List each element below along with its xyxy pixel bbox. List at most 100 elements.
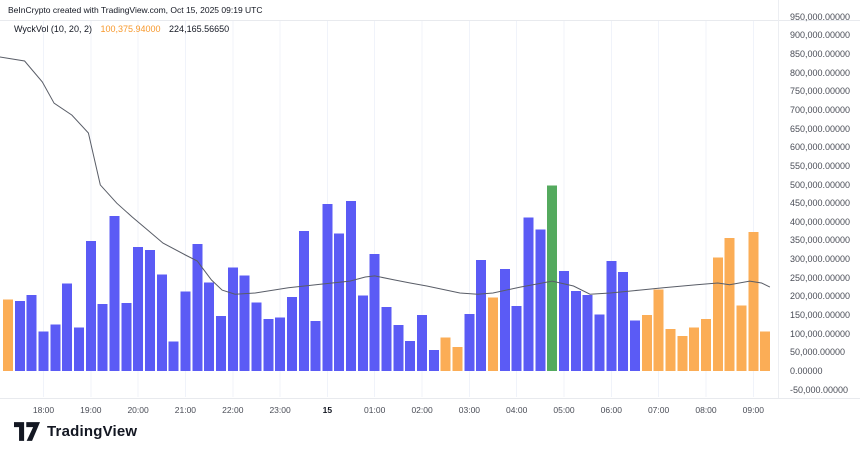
volume-bar: 22:00: 278000 xyxy=(227,267,238,371)
price-scale-label: -50,000.00000 xyxy=(790,384,849,395)
tradingview-logo-icon xyxy=(14,422,40,441)
volume-bar: 00:00: 448000 xyxy=(322,203,333,371)
volume-bar: 04:15: 411000 xyxy=(523,217,534,371)
indicator-legend[interactable]: WyckVol (10, 20, 2) 100,375.94000 224,16… xyxy=(14,24,229,34)
volume-bar: 03:00: 153000 xyxy=(464,313,475,371)
volume-bar: 06:15: 265000 xyxy=(618,272,629,371)
volume-bar: 07:30: 94000 xyxy=(677,335,688,371)
price-scale-label: 250,000.00000 xyxy=(790,272,851,283)
tradingview-link[interactable]: TradingView xyxy=(14,422,137,441)
price-scale[interactable]: 950,000.00000 900,000.00000 850,000.00000 8… xyxy=(778,0,860,398)
time-scale-label: 02:00 xyxy=(411,405,433,415)
volume-bar: 06:45: 150000 xyxy=(641,315,652,371)
volume-bar: 19:30: 415000 xyxy=(109,216,120,371)
moving-average-line xyxy=(0,56,771,295)
volume-bar: 01:15: 171000 xyxy=(381,307,392,371)
price-scale-label: 200,000.00000 xyxy=(790,291,851,302)
price-scale-label: 950,000.00000 xyxy=(790,11,851,22)
indicator-ma-value: 224,165.56650 xyxy=(169,24,230,34)
volume-bar: 03:30: 197000 xyxy=(488,297,498,371)
price-scale-label: 150,000.00000 xyxy=(790,310,851,321)
time-scale-label: 22:00 xyxy=(222,405,244,415)
volume-bar: 22:15: 256000 xyxy=(239,275,250,371)
volume-bar: 01:30: 123000 xyxy=(393,325,404,371)
price-scale-label: 0.00000 xyxy=(790,366,823,376)
price-scale-label: 800,000.00000 xyxy=(790,67,851,78)
volume-bar: 01:00: 314000 xyxy=(369,253,380,371)
volume-bar: 20:15: 324000 xyxy=(145,250,155,371)
volume-bar: 06:30: 136000 xyxy=(630,320,640,371)
volume-bar: 00:15: 369000 xyxy=(334,233,345,371)
volume-bar: 00:45: 202000 xyxy=(357,295,368,371)
volume-bar: 21:45: 147000 xyxy=(215,316,226,371)
volume-bar: 04:45: 497000 xyxy=(547,185,558,371)
time-scale-label: 15 xyxy=(322,405,333,415)
volume-bar: 05:15: 214000 xyxy=(570,291,581,371)
time-scale-label: 06:00 xyxy=(600,405,622,415)
volume-bar: 08:30: 356000 xyxy=(724,238,735,371)
volume-bar: 02:00: 150000 xyxy=(417,315,428,371)
tradingview-brand-text: TradingView xyxy=(47,423,138,440)
time-scale-label: 19:00 xyxy=(80,405,102,415)
volume-bar: 19:45: 182000 xyxy=(121,303,132,371)
volume-bar: 04:30: 380000 xyxy=(535,229,546,371)
time-scale[interactable]: 18:00 19:00 20:00 21:00 22:00 23:00 15 01:00 02:… xyxy=(0,398,860,421)
price-scale-label: 450,000.00000 xyxy=(790,198,851,209)
header-divider xyxy=(0,20,860,21)
volume-bar: 03:15: 298000 xyxy=(476,259,487,371)
volume-bar: 18:00: 106000 xyxy=(38,331,49,371)
volume-bar: 07:15: 112000 xyxy=(665,329,676,371)
volume-bar: 23:15: 199000 xyxy=(286,296,297,371)
volume-bar: 01:45: 80000 xyxy=(405,341,416,371)
time-scale-label: 23:00 xyxy=(269,405,291,415)
chart-canvas[interactable]: 17:15: 19200017:30: 18700017:45: 2040001… xyxy=(0,0,778,398)
volume-bar: 21:30: 237000 xyxy=(204,282,215,371)
time-scale-label: 18:00 xyxy=(32,405,55,415)
volume-bar: 07:45: 117000 xyxy=(689,327,700,371)
time-scale-label: 07:00 xyxy=(647,405,670,415)
volume-bar: 21:15: 340000 xyxy=(192,244,203,371)
price-scale-label: 850,000.00000 xyxy=(790,48,851,59)
volume-bar: 18:45: 117000 xyxy=(74,327,84,371)
volume-bar: 17:45: 204000 xyxy=(26,294,37,371)
price-scale-label: 750,000.00000 xyxy=(790,86,851,97)
volume-bar: 00:30: 456000 xyxy=(346,200,357,371)
volume-bar: 20:00: 332000 xyxy=(133,247,144,371)
price-scale-label: 100,000.00000 xyxy=(790,328,851,339)
volume-bar: 23:30: 376000 xyxy=(298,230,309,371)
time-scale-label: 04:00 xyxy=(506,405,528,415)
volume-bar: 20:45: 79000 xyxy=(168,341,179,371)
volume-bar: 09:00: 372000 xyxy=(748,232,759,371)
volume-bar: 08:45: 175000 xyxy=(736,305,747,371)
time-scale-label: 09:00 xyxy=(742,405,764,415)
volume-bar: 18:15: 125000 xyxy=(50,324,61,371)
time-scale-label: 05:00 xyxy=(553,405,575,415)
price-scale-label: 550,000.00000 xyxy=(790,160,851,171)
price-scale-label: 700,000.00000 xyxy=(790,104,851,115)
volume-bar: 17:15: 192000 xyxy=(3,299,13,371)
volume-bar: 09:15: 106000 xyxy=(760,331,771,371)
volume-bar: 23:00: 143000 xyxy=(275,317,286,371)
header-attribution: BeInCrypto created with TradingView.com,… xyxy=(8,5,263,15)
price-scale-label: 300,000.00000 xyxy=(790,254,851,265)
volume-bar: 06:00: 295000 xyxy=(606,261,617,371)
volume-bar: 23:45: 134000 xyxy=(310,321,321,371)
volume-bar: 19:15: 179000 xyxy=(97,304,108,371)
volume-bar: 21:00: 213000 xyxy=(180,291,191,371)
price-scale-label: 50,000.00000 xyxy=(790,347,846,358)
volume-bar: 19:00: 348000 xyxy=(85,241,96,371)
price-scale-label: 650,000.00000 xyxy=(790,123,851,134)
volume-bar: 05:45: 152000 xyxy=(594,314,605,371)
time-scale-label: 01:00 xyxy=(364,405,386,415)
price-scale-label: 350,000.00000 xyxy=(790,235,851,246)
volume-bar: 02:45: 65000 xyxy=(452,346,463,371)
volume-bar: 22:45: 139000 xyxy=(263,319,274,371)
volume-bar: 03:45: 273000 xyxy=(499,269,510,371)
volume-bar: 02:15: 56000 xyxy=(428,350,439,371)
volume-bar: 05:30: 204000 xyxy=(582,294,593,371)
volume-bar: 18:30: 235000 xyxy=(62,283,73,371)
indicator-title[interactable]: WyckVol (10, 20, 2) xyxy=(14,24,92,34)
volume-bar: 22:30: 183000 xyxy=(251,302,262,371)
volume-bar: 02:30: 90000 xyxy=(440,337,451,371)
